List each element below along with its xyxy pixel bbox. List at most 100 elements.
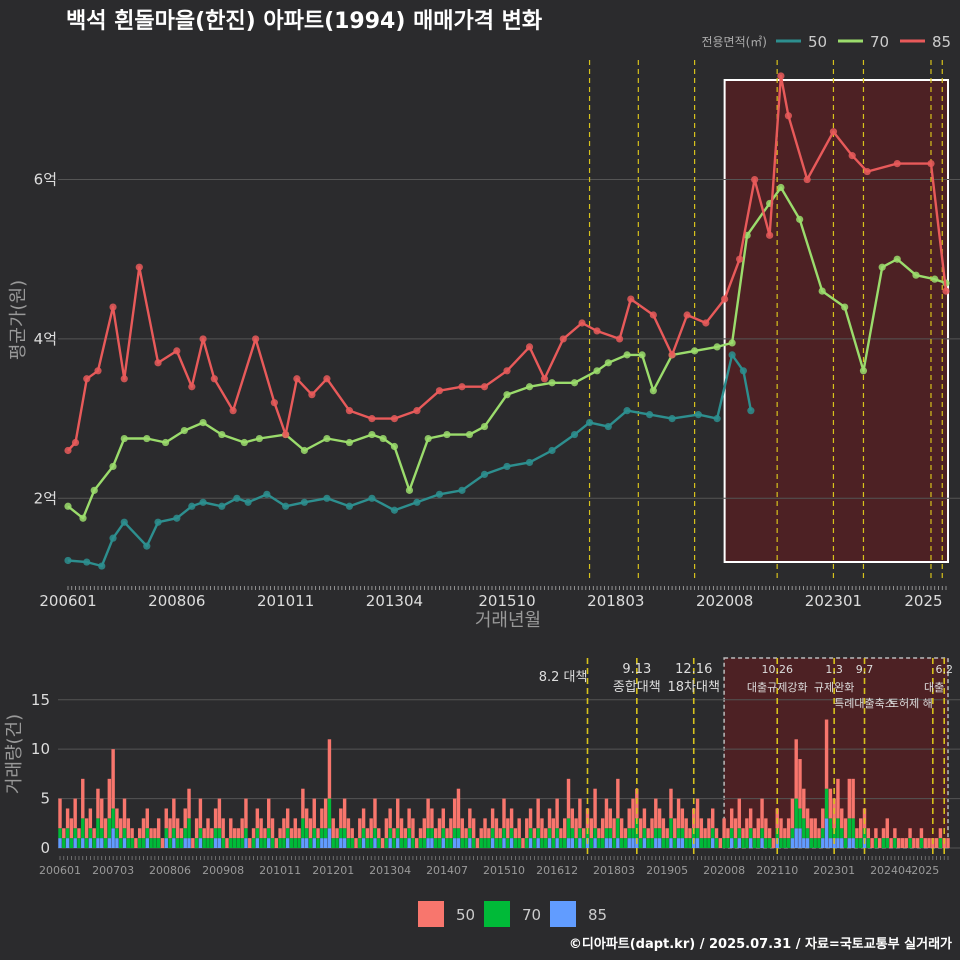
volume-bar-segment (824, 818, 829, 848)
volume-legend-swatch-85 (550, 901, 576, 927)
volume-bar-segment (798, 828, 802, 848)
volume-bar-segment (790, 828, 795, 839)
price-x-tick-label: 200806 (148, 592, 205, 610)
volume-bar-segment (323, 838, 328, 848)
series-point-70 (818, 287, 826, 295)
volume-bar-segment (164, 828, 168, 839)
volume-bar-segment (327, 739, 332, 799)
event-date-label: 10.26 (761, 663, 793, 676)
volume-bar-segment (73, 798, 77, 829)
volume-bar-segment (532, 838, 537, 848)
volume-bar-segment (729, 828, 734, 839)
volume-bar-segment (680, 828, 685, 839)
volume-bar-segment (251, 838, 256, 848)
volume-bar-segment (342, 828, 347, 839)
series-point-70 (691, 347, 699, 355)
volume-bar-segment (566, 818, 571, 839)
volume-bar-segment (316, 838, 320, 848)
series-point-50 (525, 458, 534, 467)
series-point-50 (323, 494, 331, 502)
series-point-50 (263, 490, 271, 498)
volume-bar-segment (119, 838, 123, 848)
volume-bar-segment (418, 838, 423, 848)
series-point-85 (863, 167, 871, 176)
volume-bar-segment (578, 828, 582, 839)
volume-bar-segment (119, 818, 123, 839)
volume-bar-segment (217, 838, 222, 848)
volume-bar-segment (813, 838, 817, 848)
volume-bar-segment (817, 828, 821, 839)
series-point-50 (694, 411, 702, 419)
series-point-85 (109, 303, 117, 311)
volume-bar-segment (441, 838, 445, 848)
series-point-85 (94, 367, 102, 375)
volume-bar-segment (96, 838, 100, 848)
volume-bar-segment (471, 818, 476, 839)
volume-bar-segment (604, 798, 609, 829)
series-point-85 (308, 391, 316, 399)
volume-bar-segment (581, 838, 586, 848)
volume-bar-segment (437, 818, 442, 839)
highlight-region (723, 79, 949, 563)
volume-bar-segment (282, 838, 286, 848)
volume-bar-segment (335, 828, 339, 839)
volume-bar-segment (593, 838, 597, 848)
volume-bar-segment (506, 838, 510, 848)
volume-bar-segment (304, 838, 309, 848)
volume-bar-segment (794, 798, 798, 829)
volume-bar-segment (236, 828, 241, 839)
volume-x-tick-label: 201011 (259, 864, 301, 877)
volume-bar-segment (426, 828, 430, 839)
volume-bar-segment (722, 818, 726, 839)
volume-bar-segment (141, 838, 146, 848)
volume-bar-segment (107, 778, 112, 819)
volume-bar-segment (786, 818, 791, 839)
volume-bar-segment (84, 818, 89, 839)
volume-bar-segment (396, 828, 400, 839)
volume-bar-segment (350, 828, 354, 839)
series-point-85 (188, 383, 196, 391)
volume-x-tick-label: 202110 (756, 864, 798, 877)
volume-bar-segment (923, 838, 927, 848)
volume-bar-segment (494, 818, 499, 839)
volume-bar-segment (665, 838, 669, 848)
volume-bar-segment (646, 828, 650, 839)
volume-bar-segment (502, 828, 506, 839)
volume-bar-segment (699, 818, 704, 839)
series-point-70 (345, 438, 354, 447)
volume-bar-segment (111, 828, 115, 848)
volume-bar-segment (377, 838, 381, 848)
volume-bar-segment (251, 828, 256, 839)
volume-bar-segment (312, 828, 316, 839)
volume-bar-segment (422, 838, 427, 848)
volume-bar-segment (908, 838, 912, 848)
volume-bar-segment (175, 818, 180, 839)
volume-bar-segment (657, 838, 662, 848)
volume-bar-segment (551, 818, 556, 839)
event-date-label: 9.7 (856, 663, 874, 676)
volume-bar-segment (752, 838, 757, 848)
volume-bar-segment (604, 838, 609, 848)
price-line-chart: 2억 4억 6억 200601 200806 201011 201304 201510 201… (8, 60, 960, 631)
series-point-85 (559, 335, 567, 343)
volume-bar-segment (600, 818, 605, 839)
volume-bar-segment (893, 838, 897, 848)
series-point-50 (64, 556, 72, 565)
volume-bar-segment (843, 838, 848, 848)
volume-bar-segment (384, 818, 389, 839)
volume-bar-segment (339, 808, 343, 829)
volume-bar-segment (430, 828, 434, 839)
volume-bar-segment (528, 838, 533, 848)
volume-bar-segment (320, 808, 324, 829)
series-point-85 (803, 175, 811, 184)
series-point-50 (282, 502, 290, 510)
volume-bar-segment (399, 838, 404, 848)
volume-bar-segment (536, 828, 540, 839)
volume-bar-segment (468, 838, 472, 848)
volume-bar-segment (612, 818, 616, 839)
volume-bar-segment (111, 808, 115, 829)
volume-bar-segment (278, 838, 282, 848)
volume-bar-segment (680, 838, 685, 848)
series-point-70 (570, 379, 579, 387)
volume-bar-segment (115, 808, 119, 829)
